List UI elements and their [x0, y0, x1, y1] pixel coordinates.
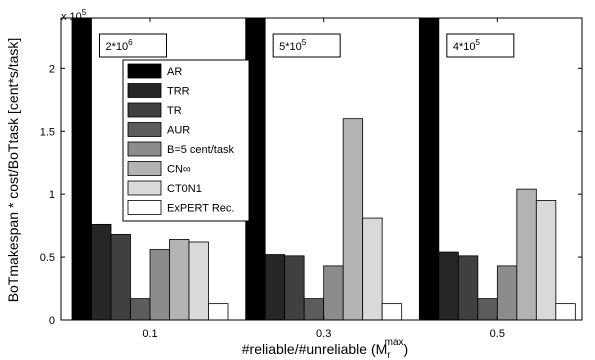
- x-axis-label: #reliable/#unreliable (Mr max): [242, 337, 408, 360]
- bar: [110, 234, 131, 321]
- bar: [535, 200, 557, 321]
- bars-layer: [71, 17, 576, 321]
- bar: [188, 241, 209, 321]
- annotation-text: 2*106: [106, 38, 134, 53]
- annotation-text: 4*105: [453, 38, 481, 53]
- y-tick-label: 2: [49, 63, 55, 75]
- legend-swatch: [127, 200, 162, 215]
- legend-label: CN∞: [167, 164, 191, 176]
- bar: [149, 249, 170, 321]
- y-multiplier-base: x 10: [61, 11, 82, 23]
- legend-swatch: [127, 122, 162, 137]
- plot-frame: [60, 17, 583, 321]
- bar: [323, 265, 344, 321]
- x-axis-label-close: ): [404, 341, 409, 357]
- y-multiplier: x 105: [61, 8, 87, 23]
- bar: [130, 298, 151, 321]
- x-axis-label-superscript: max: [385, 337, 404, 348]
- legend-swatch: [127, 161, 162, 176]
- legend-label: TRR: [167, 86, 190, 98]
- y-tick-label: 1: [49, 189, 55, 201]
- bar: [418, 17, 440, 321]
- bar: [91, 223, 112, 321]
- annotation-box: [99, 33, 167, 58]
- bar: [381, 303, 403, 321]
- bar: [457, 255, 479, 321]
- bar: [284, 255, 305, 321]
- bar: [362, 217, 383, 321]
- legend-swatch: [127, 83, 162, 98]
- x-tick-label: 0.1: [142, 328, 157, 340]
- bar: [438, 251, 459, 321]
- legend-label: AUR: [167, 125, 190, 137]
- bar: [264, 254, 286, 321]
- bar: [71, 17, 92, 321]
- x-axis-label-subscript: r: [387, 350, 391, 360]
- y-multiplier-exponent: 5: [82, 8, 87, 17]
- y-tick-label: 0: [49, 315, 55, 327]
- legend-swatch: [127, 141, 162, 157]
- y-tick-label: 1.5: [40, 126, 55, 138]
- y-axis-label: BoTmakespan * cost/BoTtask [cent*s/task]: [5, 38, 21, 303]
- bar: [208, 303, 229, 321]
- legend-label: B=5 cent/task: [167, 144, 234, 156]
- bar: [477, 298, 498, 321]
- x-tick-label: 0.3: [316, 328, 331, 340]
- annotation-text: 5*105: [279, 38, 307, 53]
- annotations-layer: 2*106 5*105 4*105: [99, 33, 515, 58]
- legend-swatch: [127, 180, 162, 196]
- legend-swatch: [127, 102, 162, 118]
- bar: [516, 188, 537, 321]
- bar: [496, 265, 518, 321]
- legend-label: CT0N1: [167, 183, 202, 195]
- annotation-box: [272, 33, 341, 58]
- bar: [555, 303, 576, 321]
- legend-label: AR: [167, 66, 182, 78]
- y-tick-label: 0.5: [40, 252, 55, 264]
- bar: [342, 118, 364, 321]
- x-tick-label: 0.5: [490, 328, 505, 340]
- x-axis-label-main: #reliable/#unreliable (M: [242, 341, 388, 357]
- legend-label: TR: [167, 105, 182, 117]
- legend-label: ExPERT Rec.: [167, 203, 234, 215]
- bar: [303, 298, 325, 321]
- legend-swatch: [127, 63, 162, 79]
- legend: AR TRR TR AUR B=5 cent/task CN∞ CT0N1 ExPERT Re…: [122, 59, 250, 222]
- axes-layer: 0.1 0.3 0.5 0 0.5 1 1.5 2: [40, 17, 583, 340]
- bar: [169, 239, 190, 321]
- annotation-box: [446, 33, 515, 58]
